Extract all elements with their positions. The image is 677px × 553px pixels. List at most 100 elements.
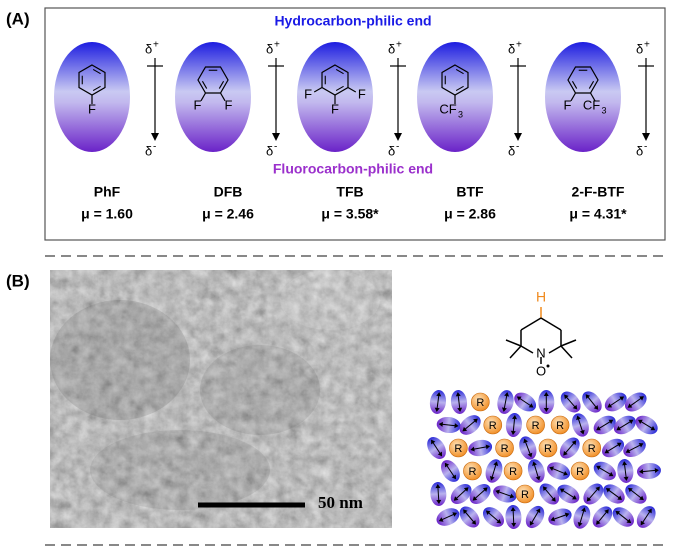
particle-arrow xyxy=(482,487,488,492)
particle-arrow xyxy=(650,425,656,431)
particle-dipole xyxy=(431,440,442,456)
solvent-particle xyxy=(539,483,560,505)
particle-arrow xyxy=(586,496,592,502)
atom-subscript: 3 xyxy=(602,105,607,115)
molecule-ellipse xyxy=(545,42,621,152)
solvent-particle xyxy=(583,483,604,505)
bond xyxy=(570,92,577,102)
atom-label: F xyxy=(331,101,339,116)
delta-symbol: δ xyxy=(145,41,152,56)
particle-arrow xyxy=(438,421,443,427)
particle-dipole xyxy=(585,394,598,410)
solvent-particle xyxy=(527,459,545,483)
particle-r-label: R xyxy=(556,420,564,432)
particle-arrow xyxy=(472,496,478,501)
atom-label: F xyxy=(225,97,233,112)
particle-arrow xyxy=(585,394,591,399)
atom-label: F xyxy=(564,97,572,112)
particle-arrow xyxy=(577,522,583,527)
solvent-particle xyxy=(612,507,634,527)
solvent-particle xyxy=(525,505,545,529)
particle-arrow xyxy=(453,496,459,501)
solvent-particle xyxy=(468,439,493,457)
particle-r xyxy=(582,438,602,458)
panel-label: (A) xyxy=(6,9,30,28)
particle-dipole xyxy=(577,416,584,434)
solvent-particle xyxy=(624,392,647,412)
particle-arrow xyxy=(495,489,500,495)
particle-arrow xyxy=(607,403,613,408)
particle-arrow xyxy=(493,461,499,466)
particle-arrow xyxy=(516,396,522,401)
particle-arrow xyxy=(628,487,633,493)
particle-arrow xyxy=(572,404,578,410)
solvent-particle xyxy=(450,483,472,505)
solvent-particle xyxy=(514,392,537,412)
particle-arrow xyxy=(626,518,632,524)
particle-arrow xyxy=(457,407,463,412)
solvent-particle xyxy=(436,508,460,526)
particle-dipole xyxy=(564,394,577,410)
particle-arrow xyxy=(504,392,510,397)
solvent-particle xyxy=(617,459,634,483)
particle-r-label: R xyxy=(509,466,517,478)
particle-arrow xyxy=(542,486,548,491)
atom-label: F xyxy=(194,97,202,112)
atom-label: H xyxy=(536,289,546,305)
particle-arrow xyxy=(617,495,623,500)
particle-arrow xyxy=(639,495,644,501)
particle-arrow xyxy=(444,462,450,468)
dipole-moment: μ = 3.58* xyxy=(321,206,379,222)
solvent-particle xyxy=(603,484,625,504)
particle-arrow xyxy=(581,507,586,512)
atom-label: F xyxy=(88,101,96,116)
charge-sign: + xyxy=(396,40,402,51)
solvent-particle xyxy=(636,462,661,480)
bond xyxy=(313,86,323,93)
charge-sign: - xyxy=(516,142,519,153)
solvent-particle xyxy=(482,507,505,527)
particle-dipole xyxy=(503,393,508,411)
delta-symbol: δ xyxy=(508,41,515,56)
molecule-ellipse xyxy=(175,42,251,152)
tem-image xyxy=(50,270,392,528)
particle-arrow xyxy=(452,512,458,517)
particle-r xyxy=(526,415,545,435)
particle-arrow xyxy=(455,392,461,397)
particle-arrow xyxy=(529,520,535,526)
delta-symbol: δ xyxy=(636,41,643,56)
particle-r xyxy=(449,438,468,458)
particle-arrow xyxy=(463,487,469,492)
charge-sign: - xyxy=(644,142,647,153)
particle-arrow xyxy=(510,507,516,512)
charge-sign: + xyxy=(274,40,280,51)
particle-arrow xyxy=(596,425,601,431)
particle-arrow xyxy=(436,499,442,504)
particle-arrow xyxy=(528,403,534,408)
double-bond xyxy=(588,80,595,89)
solvent-particle xyxy=(560,391,581,413)
atom-subscript: 3 xyxy=(458,109,463,119)
radical-dot xyxy=(546,364,550,368)
solvent-particle xyxy=(538,390,555,414)
particle-r xyxy=(463,461,482,481)
particle-dipole xyxy=(517,396,533,408)
particle-dipole xyxy=(530,509,541,525)
particle-r xyxy=(471,392,490,412)
particle-arrow xyxy=(549,466,554,472)
particle-arrow xyxy=(435,484,441,489)
bottom-label: Fluorocarbon-philic end xyxy=(273,161,433,177)
double-bond xyxy=(201,80,208,89)
solvent-particle xyxy=(593,461,616,481)
particle-arrow xyxy=(510,430,516,435)
molecule-name: TFB xyxy=(336,184,363,200)
particle-dipole xyxy=(524,439,532,457)
particle-arrow xyxy=(451,474,456,480)
particle-arrow xyxy=(572,495,577,500)
solvent-particle xyxy=(430,482,447,506)
solvent-particle xyxy=(459,415,481,435)
particle-r-label: R xyxy=(521,489,529,501)
particle-arrow xyxy=(638,419,643,425)
solvent-particle xyxy=(519,436,537,460)
